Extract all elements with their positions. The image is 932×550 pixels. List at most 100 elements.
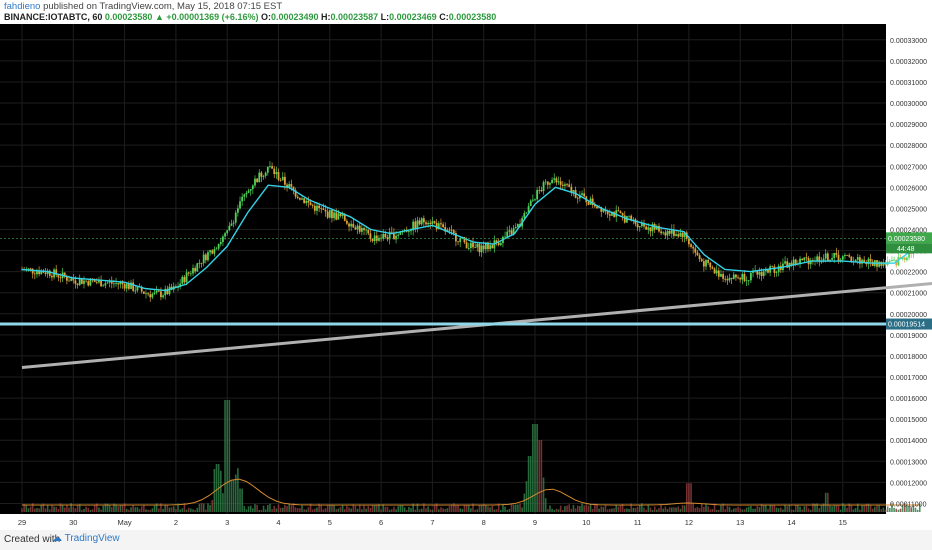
volume-bar bbox=[683, 505, 686, 512]
volume-bar bbox=[305, 509, 308, 512]
volume-bar bbox=[889, 508, 891, 512]
volume-bar bbox=[718, 509, 720, 512]
volume-bar bbox=[765, 504, 767, 512]
candle-body bbox=[234, 212, 237, 223]
volume-bar bbox=[76, 505, 79, 512]
candle-body bbox=[444, 227, 447, 232]
candle-body bbox=[328, 210, 331, 218]
volume-bar bbox=[579, 505, 581, 512]
volume-bar bbox=[809, 509, 812, 512]
candle-body bbox=[48, 270, 51, 276]
candle-body bbox=[185, 272, 188, 283]
volume-bar bbox=[690, 483, 692, 512]
last-price-badge bbox=[886, 232, 932, 244]
volume-bar bbox=[213, 468, 216, 512]
candle-body bbox=[132, 282, 135, 291]
candle-body bbox=[418, 220, 421, 225]
y-tick-label: 0.00017000 bbox=[890, 375, 927, 382]
volume-bar bbox=[316, 507, 318, 512]
volume-bar bbox=[149, 509, 152, 512]
volume-bar bbox=[140, 506, 143, 512]
candle-body bbox=[484, 242, 487, 250]
volume-bar bbox=[643, 507, 645, 512]
volume-bar bbox=[780, 507, 782, 512]
candle-body bbox=[587, 202, 590, 205]
volume-bar bbox=[354, 505, 357, 512]
volume-bar bbox=[237, 468, 239, 512]
volume-bar bbox=[688, 483, 690, 512]
volume-bar bbox=[117, 506, 119, 512]
volume-bar bbox=[61, 505, 64, 512]
candle-body bbox=[427, 222, 430, 225]
candle-body bbox=[348, 223, 350, 227]
candle-body bbox=[557, 181, 560, 183]
volume-bar bbox=[42, 503, 45, 512]
candle-body bbox=[296, 196, 299, 199]
symbol-label: BINANCE:IOTABTC, 60 bbox=[4, 12, 103, 22]
volume-bar bbox=[726, 505, 729, 512]
volume-bar bbox=[329, 504, 331, 512]
candle-body bbox=[459, 238, 462, 242]
candle-body bbox=[440, 223, 442, 225]
low-value: 0.00023469 bbox=[389, 12, 437, 22]
volume-bar bbox=[219, 470, 222, 512]
volume-bar bbox=[145, 509, 147, 512]
volume-bar bbox=[583, 505, 585, 512]
candle-body bbox=[393, 232, 395, 240]
volume-bar bbox=[912, 504, 915, 512]
author-link[interactable]: fahdieno bbox=[4, 1, 41, 12]
volume-bar bbox=[587, 505, 590, 512]
candle-body bbox=[273, 168, 276, 175]
volume-bar bbox=[829, 505, 831, 512]
candle-body bbox=[724, 278, 727, 280]
chart-header: fahdieno published on TradingView.com, M… bbox=[0, 0, 932, 24]
volume-bar bbox=[85, 506, 87, 512]
x-tick-label: 6 bbox=[379, 518, 383, 527]
volume-bar bbox=[482, 503, 485, 512]
y-tick-label: 0.00033000 bbox=[890, 38, 927, 45]
candle-body bbox=[564, 184, 566, 186]
volume-bar bbox=[44, 508, 47, 512]
volume-bar bbox=[786, 506, 789, 512]
volume-bar bbox=[799, 506, 801, 512]
volume-bar bbox=[234, 474, 237, 512]
candle-body bbox=[59, 277, 62, 279]
candle-body bbox=[277, 172, 280, 180]
candle-body bbox=[700, 259, 703, 262]
x-tick-label: 8 bbox=[482, 518, 486, 527]
candle-body bbox=[288, 184, 291, 188]
volume-bar bbox=[262, 505, 265, 512]
candle-body bbox=[790, 262, 793, 266]
volume-bar bbox=[100, 509, 102, 512]
volume-bar bbox=[93, 504, 96, 512]
candle-body bbox=[510, 230, 513, 235]
candle-body bbox=[320, 208, 323, 209]
volume-bar bbox=[848, 503, 851, 512]
candle-body bbox=[117, 283, 120, 285]
candle-body bbox=[373, 235, 376, 242]
volume-bar bbox=[901, 505, 904, 512]
candle-body bbox=[717, 270, 720, 277]
candle-body bbox=[683, 232, 686, 238]
price-chart[interactable]: 0.00011000 0.00012000 0.00013000 0.00014000… bbox=[0, 24, 932, 530]
candle-body bbox=[217, 244, 220, 249]
candle-body bbox=[378, 237, 380, 241]
y-tick-label: 0.00016000 bbox=[890, 396, 927, 403]
candle-body bbox=[809, 260, 812, 265]
volume-bar bbox=[388, 509, 391, 512]
volume-bar bbox=[854, 507, 857, 512]
volume-bar bbox=[303, 509, 305, 512]
volume-bar bbox=[438, 509, 440, 512]
candle-body bbox=[147, 293, 150, 295]
volume-bar bbox=[750, 505, 752, 512]
candle-body bbox=[429, 222, 432, 224]
volume-bar bbox=[773, 504, 776, 512]
candle-body bbox=[254, 178, 256, 186]
volume-bar bbox=[732, 508, 735, 512]
volume-bar bbox=[730, 509, 733, 512]
volume-bar bbox=[72, 506, 75, 512]
candle-body bbox=[737, 277, 739, 279]
volume-bar bbox=[138, 508, 141, 512]
tradingview-logo[interactable]: ☁ TradingView bbox=[52, 533, 120, 544]
volume-bar bbox=[367, 505, 370, 512]
